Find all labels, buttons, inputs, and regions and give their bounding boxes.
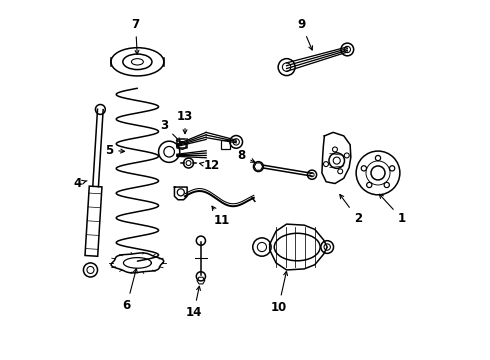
Text: 9: 9 [297, 18, 313, 50]
Text: 1: 1 [379, 194, 406, 225]
Text: 11: 11 [212, 206, 230, 227]
Text: 6: 6 [122, 269, 137, 312]
Text: 7: 7 [132, 18, 140, 54]
Text: 10: 10 [270, 271, 288, 314]
Text: 5: 5 [105, 144, 124, 157]
Text: 12: 12 [199, 159, 220, 172]
Text: 14: 14 [186, 286, 202, 319]
Text: 3: 3 [160, 119, 180, 142]
Text: 4: 4 [74, 177, 87, 190]
Text: 8: 8 [237, 149, 255, 162]
Text: 2: 2 [340, 194, 362, 225]
Text: 13: 13 [177, 110, 193, 134]
